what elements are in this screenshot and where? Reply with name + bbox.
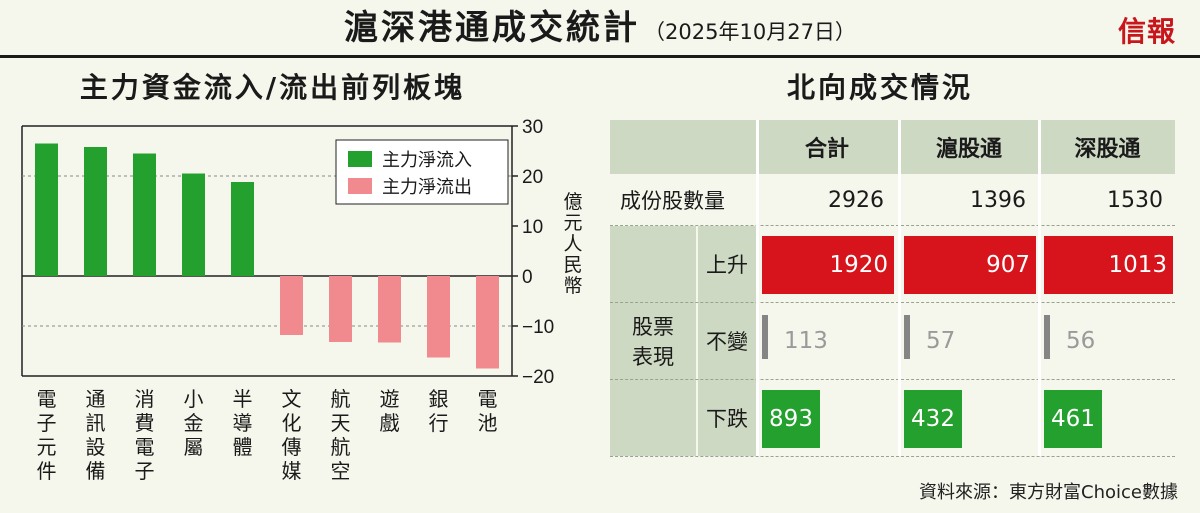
constituents-value: 2926: [828, 187, 884, 213]
bar-inflow: [133, 153, 156, 276]
page-date: （2025年10月27日）: [644, 20, 856, 44]
group-label-line: 股票: [632, 315, 674, 339]
category-label: 費: [135, 411, 155, 435]
y-tick-label: −10: [522, 317, 554, 338]
bar-up: 1013: [1044, 236, 1173, 294]
bar-flat: [904, 315, 910, 359]
category-label: 天: [331, 411, 351, 435]
legend-swatch: [348, 151, 372, 167]
row-label: 不變: [706, 330, 748, 354]
bar-outflow: [280, 276, 303, 335]
category-label: 行: [429, 411, 449, 435]
category-label: 設: [86, 435, 106, 459]
category-label: 傳: [282, 435, 302, 459]
y-tick-label: 0: [522, 267, 533, 288]
legend-label: 主力淨流出: [382, 177, 472, 198]
category-label: 子: [37, 411, 57, 435]
category-label: 文: [282, 387, 302, 411]
category-label: 子: [135, 459, 155, 480]
column-divider: [898, 120, 901, 456]
column-divider: [1038, 120, 1041, 456]
bar-down: 893: [762, 390, 820, 448]
source-note: 資料來源：東方財富Choice數據: [919, 482, 1178, 503]
category-label: 銀: [429, 387, 449, 411]
row-divider: [610, 456, 1175, 457]
category-label: 屬: [184, 435, 204, 459]
category-label: 空: [331, 459, 351, 480]
row-divider: [610, 225, 1175, 226]
flat-value: 56: [1066, 328, 1096, 354]
bar-inflow: [182, 173, 205, 276]
group-bg: [610, 226, 696, 456]
bar-outflow: [329, 276, 352, 342]
category-label: 航: [331, 435, 351, 459]
row-label: 上升: [706, 253, 748, 277]
northbound-table: 合計 滬股通 深股通 成份股數量 2926 1396 1530 股票 表現 上升 1920 907 10…: [610, 120, 1175, 457]
category-label: 戲: [380, 411, 400, 435]
bar-down: 432: [904, 390, 962, 448]
bar-flat: [762, 315, 768, 359]
rowlabel-bg: [698, 226, 756, 456]
fund-flow-bar-chart: 3020100−10−20電子元件通訊設備消費電子小金屬半導體文化傳媒航天航空遊…: [21, 117, 554, 480]
category-label: 體: [233, 435, 253, 459]
category-label: 半: [233, 387, 253, 411]
category-label: 導: [233, 411, 253, 435]
row-divider: [610, 379, 1175, 380]
bar-up: 1920: [762, 236, 894, 294]
category-label: 元: [37, 435, 57, 459]
publisher-logo: 信報: [1117, 15, 1176, 48]
bar-inflow: [35, 143, 58, 276]
group-label-line: 表現: [632, 345, 674, 369]
column-header: 合計: [758, 120, 896, 174]
category-label: 通: [86, 387, 106, 411]
category-label: 池: [478, 411, 498, 435]
legend-swatch: [348, 178, 372, 194]
constituents-value: 1396: [970, 187, 1026, 213]
column-header: 深股通: [1040, 120, 1175, 174]
category-label: 件: [37, 459, 57, 480]
constituents-label: 成份股數量: [620, 189, 725, 213]
title-divider: [0, 55, 1200, 58]
category-label: 電: [478, 387, 498, 411]
flat-value: 57: [926, 328, 956, 354]
bar-inflow: [84, 147, 107, 276]
category-label: 航: [331, 387, 351, 411]
category-label: 消: [135, 387, 155, 411]
y-tick-label: 20: [522, 167, 543, 188]
bar-down: 461: [1044, 390, 1102, 448]
category-label: 化: [282, 411, 302, 435]
page-title: 滬深港通成交統計: [344, 8, 641, 48]
category-label: 電: [135, 435, 155, 459]
category-label: 小: [184, 387, 204, 411]
y-tick-label: 30: [522, 117, 543, 138]
row-divider: [610, 302, 1175, 303]
y-axis-unit-label: 億元人民幣: [563, 191, 583, 297]
bar-outflow: [378, 276, 401, 343]
bar-flat: [1044, 315, 1050, 359]
constituents-value: 1530: [1107, 187, 1163, 213]
category-label: 媒: [282, 459, 302, 480]
group-label: 股票 表現: [610, 226, 696, 456]
y-tick-label: 10: [522, 217, 543, 238]
category-label: 遊: [380, 387, 400, 411]
column-divider: [756, 120, 759, 456]
bar-inflow: [231, 182, 254, 276]
legend-label: 主力淨流入: [382, 150, 472, 171]
flat-value: 113: [784, 328, 828, 354]
category-label: 金: [184, 411, 204, 435]
y-tick-label: −20: [522, 367, 554, 388]
bar-outflow: [476, 276, 499, 369]
column-header: 滬股通: [900, 120, 1038, 174]
bar-up: 907: [904, 236, 1036, 294]
category-label: 備: [86, 459, 106, 480]
table-title: 北向成交情況: [786, 71, 973, 104]
row-label: 下跌: [706, 407, 748, 431]
title-bar: 滬深港通成交統計 （2025年10月27日）: [0, 0, 1200, 56]
category-label: 電: [37, 387, 57, 411]
category-label: 訊: [86, 411, 106, 435]
chart-title: 主力資金流入/流出前列板塊: [79, 71, 466, 104]
bar-outflow: [427, 276, 450, 358]
